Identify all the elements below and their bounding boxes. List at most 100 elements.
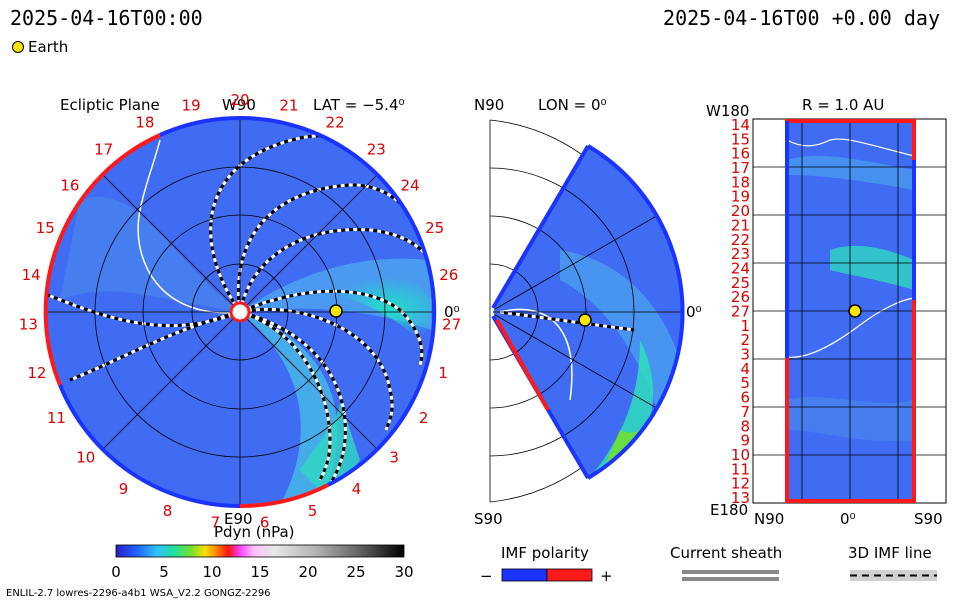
earth-marker-icon bbox=[12, 41, 24, 53]
ecliptic-bottom-label: E90 bbox=[224, 510, 253, 528]
map-bottom-left-label: E180 bbox=[710, 501, 748, 519]
map-y-tick: 2 bbox=[740, 331, 750, 349]
timestamp-right: 2025-04-16T00 +0.00 day bbox=[663, 6, 940, 30]
ecliptic-sector-number: 16 bbox=[60, 176, 79, 194]
colorbar-tick-label: 25 bbox=[346, 563, 365, 581]
ecliptic-sector-number: 1 bbox=[438, 364, 448, 382]
map-title: R = 1.0 AU bbox=[802, 96, 884, 114]
latlon-map-panel: W180 R = 1.0 AU E180 1415161718192021222… bbox=[706, 96, 947, 528]
ecliptic-sector-number: 18 bbox=[135, 114, 154, 132]
map-y-tick: 23 bbox=[731, 245, 750, 263]
pdyn-colorbar: Pdyn (nPa) 0 5 10 15 20 25 30 bbox=[111, 523, 413, 581]
colorbar-tick-label: 0 bbox=[111, 563, 121, 581]
ecliptic-sector-number: 7 bbox=[211, 514, 221, 532]
map-y-tick: 5 bbox=[740, 374, 750, 392]
ecliptic-sector-number: 2 bbox=[419, 409, 429, 427]
ecliptic-sector-number: 15 bbox=[36, 219, 55, 237]
map-y-tick: 20 bbox=[731, 202, 750, 220]
map-y-tick: 14 bbox=[731, 116, 750, 134]
ecliptic-sector-number: 22 bbox=[326, 114, 345, 132]
ecliptic-sector-number: 23 bbox=[367, 141, 386, 159]
ecliptic-sector-number: 17 bbox=[94, 141, 113, 159]
imf-line-key: 3D IMF line bbox=[848, 544, 937, 581]
current-sheath-key: Current sheath bbox=[670, 544, 782, 581]
ecliptic-sector-number: 10 bbox=[76, 449, 95, 467]
ecliptic-title: Ecliptic Plane bbox=[60, 96, 160, 114]
ecliptic-sector-number: 9 bbox=[119, 480, 129, 498]
ecliptic-top-label: W90 bbox=[222, 96, 256, 114]
ecliptic-sector-number: 19 bbox=[182, 97, 201, 115]
map-y-tick: 26 bbox=[731, 288, 750, 306]
map-y-tick: 19 bbox=[731, 188, 750, 206]
map-y-tick: 21 bbox=[731, 216, 750, 234]
earth-marker-ecliptic bbox=[329, 304, 343, 318]
map-y-ticks: 1415161718192021222324252627123456789101… bbox=[731, 116, 750, 507]
map-y-tick: 15 bbox=[731, 130, 750, 148]
imf-polarity-title: IMF polarity bbox=[501, 544, 589, 562]
imf-polarity-key: IMF polarity − + bbox=[480, 544, 613, 585]
map-y-tick: 4 bbox=[740, 360, 750, 378]
map-y-tick: 12 bbox=[731, 475, 750, 493]
imf-polarity-minus: − bbox=[480, 567, 493, 585]
ecliptic-lat: LAT = −5.4⁰ bbox=[313, 96, 405, 114]
ecliptic-sector-number: 13 bbox=[19, 315, 38, 333]
map-x-tick-n90: N90 bbox=[754, 510, 784, 528]
ecliptic-sector-number: 20 bbox=[230, 91, 249, 109]
map-y-tick: 8 bbox=[740, 417, 750, 435]
ecliptic-sector-number: 5 bbox=[308, 502, 318, 520]
ecliptic-sector-number: 24 bbox=[401, 176, 420, 194]
meridional-top-label: N90 bbox=[474, 96, 504, 114]
colorbar-ticks: 0 5 10 15 20 25 30 bbox=[111, 563, 413, 581]
ecliptic-sector-number: 11 bbox=[47, 409, 66, 427]
colorbar-tick-label: 5 bbox=[159, 563, 169, 581]
colorbar-tick-label: 20 bbox=[298, 563, 317, 581]
earth-marker-meridional bbox=[578, 313, 592, 327]
ecliptic-plane-panel: Ecliptic Plane LAT = −5.4⁰ W90 E90 0⁰ 20… bbox=[19, 91, 461, 532]
sun-marker bbox=[229, 301, 251, 323]
ecliptic-sector-number: 21 bbox=[279, 97, 298, 115]
map-y-tick: 10 bbox=[731, 446, 750, 464]
map-y-tick: 6 bbox=[740, 389, 750, 407]
footer-run-info: ENLIL-2.7 lowres-2296-a4b1 WSA_V2.2 GONG… bbox=[6, 588, 271, 599]
timestamp-left: 2025-04-16T00:00 bbox=[10, 6, 203, 30]
meridional-bottom-label: S90 bbox=[474, 510, 503, 528]
ecliptic-sector-number: 14 bbox=[22, 266, 41, 284]
map-y-tick: 9 bbox=[740, 432, 750, 450]
map-y-tick: 16 bbox=[731, 145, 750, 163]
colorbar-title: Pdyn (nPa) bbox=[214, 523, 295, 541]
ecliptic-sector-number: 3 bbox=[389, 449, 399, 467]
ecliptic-sector-number: 27 bbox=[442, 315, 461, 333]
earth-legend: Earth bbox=[12, 38, 68, 56]
map-y-tick: 3 bbox=[740, 346, 750, 364]
ecliptic-sector-number: 4 bbox=[352, 480, 362, 498]
map-y-tick: 24 bbox=[731, 260, 750, 278]
map-y-tick: 13 bbox=[731, 489, 750, 507]
map-x-tick-s90: S90 bbox=[914, 510, 943, 528]
meridional-right-label: 0⁰ bbox=[686, 303, 702, 321]
ecliptic-sector-number: 25 bbox=[425, 219, 444, 237]
ecliptic-sector-number: 26 bbox=[439, 266, 458, 284]
map-y-tick: 18 bbox=[731, 173, 750, 191]
map-y-tick: 1 bbox=[740, 317, 750, 335]
earth-legend-label: Earth bbox=[28, 38, 69, 56]
imf-line-title: 3D IMF line bbox=[848, 544, 932, 562]
map-y-tick: 17 bbox=[731, 159, 750, 177]
ecliptic-sector-number: 12 bbox=[27, 364, 46, 382]
map-x-tick-0: 0⁰ bbox=[840, 510, 856, 528]
ecliptic-right-label: 0⁰ bbox=[444, 303, 460, 321]
ecliptic-sector-numbers: 20 21222324252627123456789101112131415161… bbox=[19, 91, 461, 532]
colorbar-tick-label: 30 bbox=[394, 563, 413, 581]
map-y-tick: 7 bbox=[740, 403, 750, 421]
colorbar-tick-label: 10 bbox=[202, 563, 221, 581]
earth-marker-map bbox=[848, 304, 862, 318]
map-y-tick: 22 bbox=[731, 231, 750, 249]
meridional-lon: LON = 0⁰ bbox=[538, 96, 607, 114]
colorbar-tick-label: 15 bbox=[250, 563, 269, 581]
ecliptic-sector-number: 6 bbox=[260, 514, 270, 532]
current-sheath-title: Current sheath bbox=[670, 544, 782, 562]
imf-polarity-plus: + bbox=[600, 567, 613, 585]
map-y-tick: 25 bbox=[731, 274, 750, 292]
map-y-tick: 27 bbox=[731, 303, 750, 321]
ecliptic-sector-number: 8 bbox=[163, 502, 173, 520]
